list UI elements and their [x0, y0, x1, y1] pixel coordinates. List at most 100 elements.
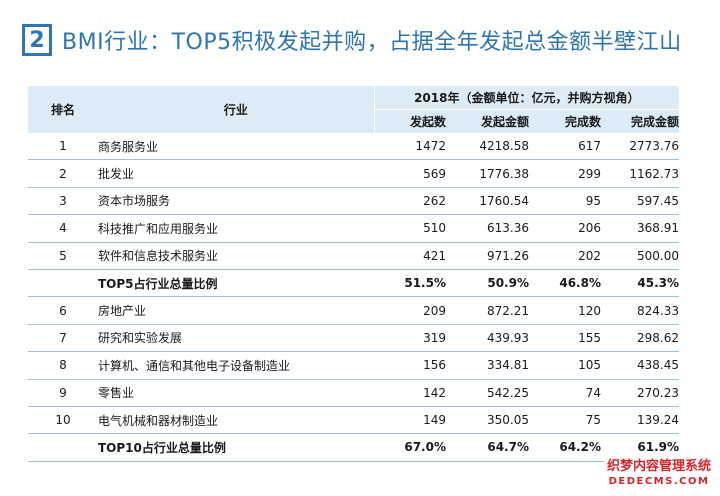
initiated-count-cell: 149: [374, 406, 446, 435]
initiated-count-cell: 156: [374, 351, 446, 380]
initiated-amount-cell: 613.36: [446, 214, 529, 243]
completed-amount-cell: 2773.76: [601, 133, 680, 161]
industry-cell: 批发业: [98, 159, 374, 188]
rank-cell: 2: [28, 159, 98, 188]
rank-cell: [28, 433, 98, 462]
initiated-count-share: 51.5%: [374, 269, 446, 298]
initiated-count-cell: 142: [374, 379, 446, 407]
completed-count-cell: 120: [529, 296, 601, 325]
initiated-amount-cell: 1776.38: [446, 159, 529, 188]
watermark-text-en: DEDECMS.COM: [608, 476, 710, 487]
industry-cell: 研究和实验发展: [98, 324, 374, 353]
initiated-amount-cell: 542.25: [446, 379, 529, 407]
initiated-count-share: 67.0%: [374, 433, 446, 462]
completed-count-cell: 75: [529, 406, 601, 435]
initiated-amount-cell: 4218.58: [446, 133, 529, 161]
rank-cell: 5: [28, 242, 98, 270]
completed-amount-cell: 824.33: [601, 296, 680, 325]
rank-cell: 10: [28, 406, 98, 435]
header-row-1: 排名 行业 2018年（金额单位：亿元，并购方视角）: [28, 86, 680, 133]
initiated-count-header: 发起数: [373, 109, 446, 133]
year-group-header: 2018年（金额单位：亿元，并购方视角）: [373, 86, 680, 110]
initiated-amount-cell: 350.05: [446, 406, 529, 435]
rank-cell: 6: [28, 296, 98, 325]
completed-count-share: 64.2%: [529, 433, 601, 462]
completed-amount-cell: 597.45: [601, 187, 680, 216]
table-row: 8 计算机、通信和其他电子设备制造业 156 334.81 105 438.45: [28, 351, 680, 380]
completed-amount-header: 完成金额: [601, 109, 680, 133]
industry-cell: 零售业: [98, 379, 374, 407]
rank-cell: 8: [28, 351, 98, 380]
completed-amount-cell: 1162.73: [601, 159, 680, 188]
table-row: 9 零售业 142 542.25 74 270.23: [28, 379, 680, 407]
industry-cell: 电气机械和器材制造业: [98, 406, 374, 435]
rank-cell: 9: [28, 379, 98, 407]
initiated-count-cell: 569: [374, 159, 446, 188]
rank-cell: 7: [28, 324, 98, 353]
completed-amount-cell: 298.62: [601, 324, 680, 353]
top-mark: [398, 2, 410, 10]
table-row: 4 科技推广和应用服务业 510 613.36 206 368.91: [28, 214, 680, 243]
initiated-count-cell: 319: [374, 324, 446, 353]
section-number-badge: 2: [22, 24, 52, 56]
initiated-amount-header: 发起金额: [446, 109, 529, 133]
initiated-amount-cell: 439.93: [446, 324, 529, 353]
industry-cell: 科技推广和应用服务业: [98, 214, 374, 243]
industry-cell: 软件和信息技术服务业: [98, 242, 374, 270]
summary-label-cell: TOP10占行业总量比例: [98, 433, 374, 462]
initiated-amount-cell: 872.21: [446, 296, 529, 325]
industry-header: 行业: [98, 86, 374, 133]
title-text: BMI行业：TOP5积极发起并购，占据全年发起总金额半壁江山: [62, 30, 682, 55]
table-row: 10 电气机械和器材制造业 149 350.05 75 139.24: [28, 406, 680, 435]
table-row: 5 软件和信息技术服务业 421 971.26 202 500.00: [28, 242, 680, 270]
table-row: 7 研究和实验发展 319 439.93 155 298.62: [28, 324, 680, 353]
completed-count-share: 46.8%: [529, 269, 601, 298]
completed-amount-cell: 270.23: [601, 379, 680, 407]
initiated-count-cell: 510: [374, 214, 446, 243]
top5-summary-row: TOP5占行业总量比例 51.5% 50.9% 46.8% 45.3%: [28, 269, 680, 298]
completed-amount-cell: 139.24: [601, 406, 680, 435]
completed-count-cell: 202: [529, 242, 601, 270]
completed-count-cell: 155: [529, 324, 601, 353]
completed-count-header: 完成数: [529, 109, 601, 133]
initiated-amount-cell: 971.26: [446, 242, 529, 270]
completed-amount-cell: 438.45: [601, 351, 680, 380]
rank-cell: [28, 269, 98, 298]
completed-count-cell: 105: [529, 351, 601, 380]
completed-count-cell: 206: [529, 214, 601, 243]
table-row: 6 房地产业 209 872.21 120 824.33: [28, 296, 680, 325]
completed-count-cell: 617: [529, 133, 601, 161]
watermark-text-cn: 织梦内容管理系统: [606, 459, 711, 474]
completed-amount-share: 61.9%: [601, 433, 680, 462]
initiated-count-cell: 421: [374, 242, 446, 270]
initiated-amount-share: 50.9%: [446, 269, 529, 298]
slide-title: 2 BMI行业：TOP5积极发起并购，占据全年发起总金额半壁江山: [22, 20, 682, 60]
initiated-count-cell: 262: [374, 187, 446, 216]
industry-cell: 计算机、通信和其他电子设备制造业: [98, 351, 374, 380]
completed-amount-cell: 500.00: [601, 242, 680, 270]
completed-count-cell: 74: [529, 379, 601, 407]
ma-industry-table: 排名 行业 2018年（金额单位：亿元，并购方视角） 发起数 发起金额 完成数 …: [28, 86, 680, 462]
industry-cell: 商务服务业: [98, 133, 374, 161]
summary-label-cell: TOP5占行业总量比例: [98, 269, 374, 298]
watermark-logo: 织梦内容管理系统 DEDECMS.COM: [604, 459, 714, 491]
rank-cell: 4: [28, 214, 98, 243]
completed-count-cell: 299: [529, 159, 601, 188]
industry-cell: 资本市场服务: [98, 187, 374, 216]
initiated-amount-cell: 1760.54: [446, 187, 529, 216]
initiated-amount-share: 64.7%: [446, 433, 529, 462]
industry-cell: 房地产业: [98, 296, 374, 325]
table-row: 1 商务服务业 1472 4218.58 617 2773.76: [28, 133, 680, 161]
initiated-count-cell: 1472: [374, 133, 446, 161]
table-row: 2 批发业 569 1776.38 299 1162.73: [28, 159, 680, 188]
top10-summary-row: TOP10占行业总量比例 67.0% 64.7% 64.2% 61.9%: [28, 433, 680, 462]
completed-count-cell: 95: [529, 187, 601, 216]
completed-amount-cell: 368.91: [601, 214, 680, 243]
completed-amount-share: 45.3%: [601, 269, 680, 298]
header-row-2: 发起数 发起金额 完成数 完成金额: [28, 109, 680, 133]
initiated-count-cell: 209: [374, 296, 446, 325]
initiated-amount-cell: 334.81: [446, 351, 529, 380]
table-row: 3 资本市场服务 262 1760.54 95 597.45: [28, 187, 680, 216]
rank-cell: 3: [28, 187, 98, 216]
